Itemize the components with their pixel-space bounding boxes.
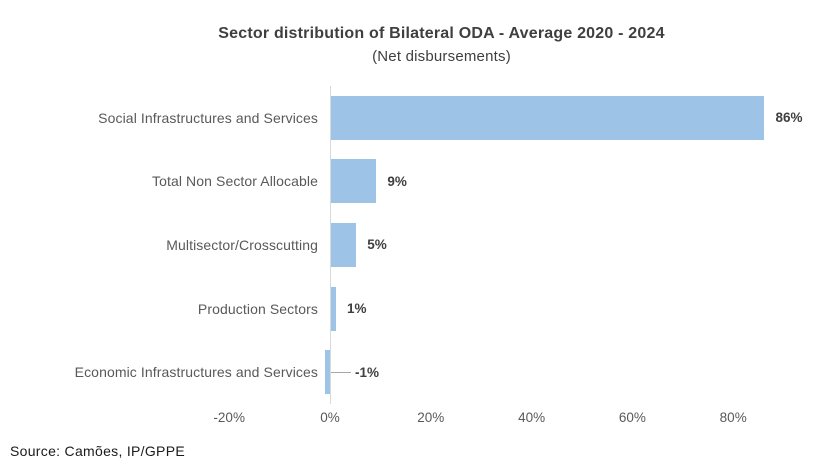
x-tick-label: -20% xyxy=(213,410,245,425)
bar xyxy=(331,286,337,331)
category-label: Social Infrastructures and Services xyxy=(98,109,318,126)
bar xyxy=(331,159,377,204)
value-label: 86% xyxy=(775,110,803,126)
value-label: 1% xyxy=(347,301,367,317)
chart-title: Sector distribution of Bilateral ODA - A… xyxy=(218,25,665,42)
x-tick-label: 60% xyxy=(618,410,646,425)
category-label: Total Non Sector Allocable xyxy=(151,173,318,190)
zero-axis-line xyxy=(330,86,331,404)
source-note: Source: Camões, IP/GPPE xyxy=(10,443,185,459)
bar xyxy=(324,350,330,395)
x-tick-label: 0% xyxy=(320,410,340,425)
category-label: Multisector/Crosscutting xyxy=(166,236,318,253)
bar xyxy=(331,223,357,267)
x-tick-label: 20% xyxy=(417,410,445,425)
chart-subtitle: (Net disbursements) xyxy=(372,48,511,65)
x-tick-label: 40% xyxy=(518,410,546,425)
category-label: Production Sectors xyxy=(197,300,318,317)
value-label: -1% xyxy=(355,364,380,380)
value-label: 9% xyxy=(387,173,407,189)
x-axis: -20% 0% 20% 40% 60% 80% xyxy=(0,410,824,428)
value-label: 5% xyxy=(367,237,387,253)
plot-area: Social Infrastructures and Services 86% To… xyxy=(0,86,824,404)
x-tick-label: 80% xyxy=(719,410,747,425)
title-block: Sector distribution of Bilateral ODA - A… xyxy=(59,22,824,68)
leader-line xyxy=(331,372,351,374)
category-label: Economic Infrastructures and Services xyxy=(74,364,318,381)
bar xyxy=(331,95,765,140)
